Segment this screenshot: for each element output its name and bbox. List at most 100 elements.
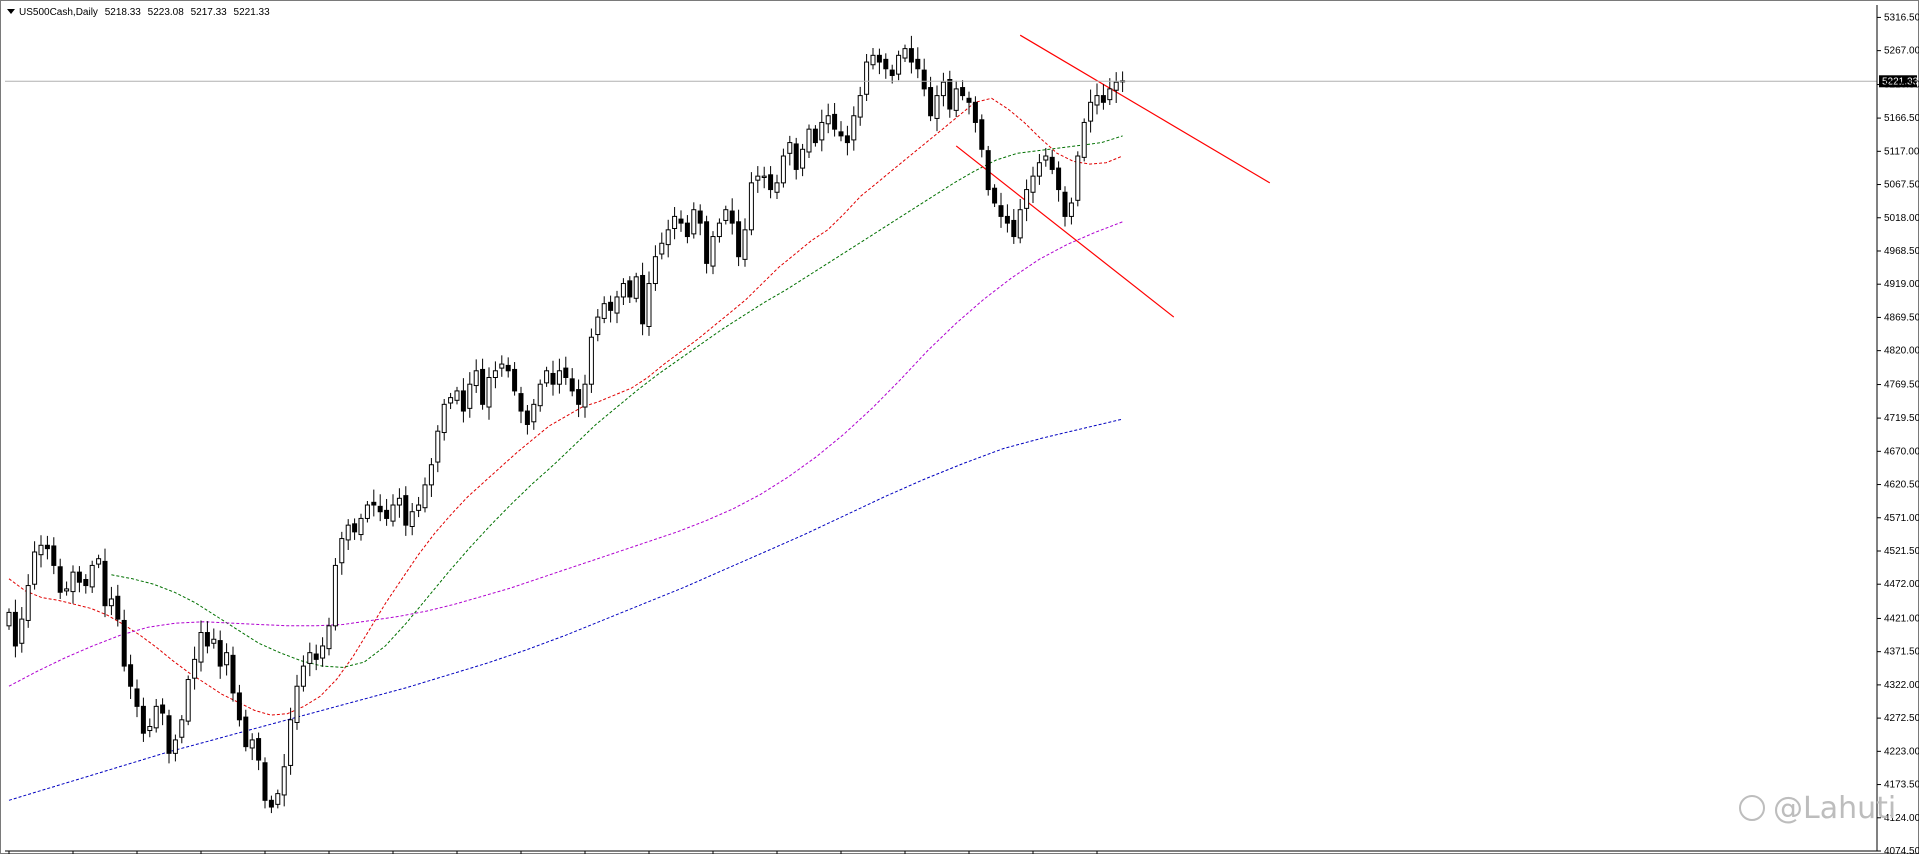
candle-body (371, 501, 377, 506)
candle-body (825, 115, 831, 125)
candle-body (902, 48, 908, 59)
candle-body (140, 705, 146, 734)
candle-body (326, 625, 332, 650)
candle (147, 718, 153, 738)
candle-body (83, 579, 89, 587)
candle (992, 184, 998, 208)
candle (972, 96, 978, 133)
candle (953, 80, 959, 118)
candle-body (512, 368, 518, 392)
high-value: 5223.08 (147, 7, 184, 18)
y-tick-label: 4074.50 (1884, 846, 1919, 855)
candle-body (748, 182, 754, 231)
candle-body (1094, 95, 1100, 106)
candle-body (76, 571, 82, 583)
candle (582, 374, 588, 418)
candle (1100, 84, 1106, 110)
candle (89, 560, 95, 593)
candle (505, 357, 511, 378)
candle-body (627, 280, 633, 298)
candle-body (934, 95, 940, 119)
candle (211, 628, 217, 649)
y-tick-label: 4521.50 (1884, 546, 1919, 557)
candle-body (966, 97, 972, 103)
candle-body (992, 187, 998, 204)
candle-body (940, 81, 946, 97)
candle (537, 379, 543, 412)
candle (268, 795, 274, 814)
candle (198, 620, 204, 672)
candle (320, 637, 326, 667)
candle (102, 548, 108, 618)
candle-body (377, 505, 383, 513)
candle (1043, 147, 1049, 167)
y-tick-label: 4571.00 (1884, 513, 1919, 524)
dropdown-triangle-icon[interactable] (7, 9, 15, 14)
candle-body (384, 509, 390, 519)
candle (409, 503, 415, 536)
candle-body (780, 155, 786, 184)
candle (985, 145, 991, 196)
candle (915, 47, 921, 79)
candle-body (697, 210, 703, 224)
candle-body (908, 48, 914, 63)
candle-body (1049, 156, 1055, 170)
candle (1113, 72, 1119, 103)
candle-body (108, 598, 114, 607)
candle-body (294, 685, 300, 723)
trendline-upper[interactable] (1019, 34, 1271, 184)
candle (627, 276, 633, 303)
candle-body (492, 370, 498, 378)
candle (563, 356, 569, 385)
candle-body (774, 182, 780, 193)
candle-body (198, 632, 204, 663)
y-tick-label: 5316.50 (1884, 12, 1919, 23)
candle (313, 644, 319, 671)
candle-body (147, 725, 153, 732)
candle-body (1081, 121, 1087, 158)
candle (492, 361, 498, 389)
candle-body (979, 119, 985, 150)
y-tick-label: 4919.00 (1884, 279, 1919, 290)
candle-body (460, 390, 466, 412)
candle (217, 630, 223, 679)
candle-body (672, 215, 678, 229)
trendline-lower[interactable] (955, 145, 1175, 318)
candle-body (806, 128, 812, 153)
candle-body (1036, 162, 1042, 177)
candle-body (588, 336, 594, 385)
candle (742, 218, 748, 267)
candle-body (640, 274, 646, 325)
candle-body (928, 87, 934, 117)
candle-body (243, 716, 249, 748)
candle (576, 379, 582, 418)
candle-body (409, 511, 415, 527)
y-tick-label: 4322.00 (1884, 680, 1919, 691)
candle-body (1004, 215, 1010, 224)
candle (608, 295, 614, 323)
candle-body (307, 652, 313, 664)
candle-body (32, 551, 38, 585)
candle-body (38, 544, 44, 556)
candle (665, 219, 671, 258)
candle (544, 366, 550, 387)
candle (12, 599, 18, 658)
candle (851, 106, 857, 151)
y-tick-label: 5166.50 (1884, 113, 1919, 124)
candle (396, 488, 402, 518)
candle-body (716, 222, 722, 238)
candle (864, 53, 870, 101)
candle (633, 272, 639, 303)
candle-body (224, 652, 230, 666)
candle (108, 586, 114, 616)
ma-slow-line (8, 221, 1123, 687)
candle (83, 574, 89, 594)
candle (979, 114, 985, 158)
candle (947, 70, 953, 118)
candle-body (985, 150, 991, 191)
candle-body (435, 430, 441, 463)
candle-body (870, 54, 876, 66)
price-axis: 5316.50 5267.00 5216.50 5166.50 5117.00 5067.… (1876, 5, 1919, 855)
